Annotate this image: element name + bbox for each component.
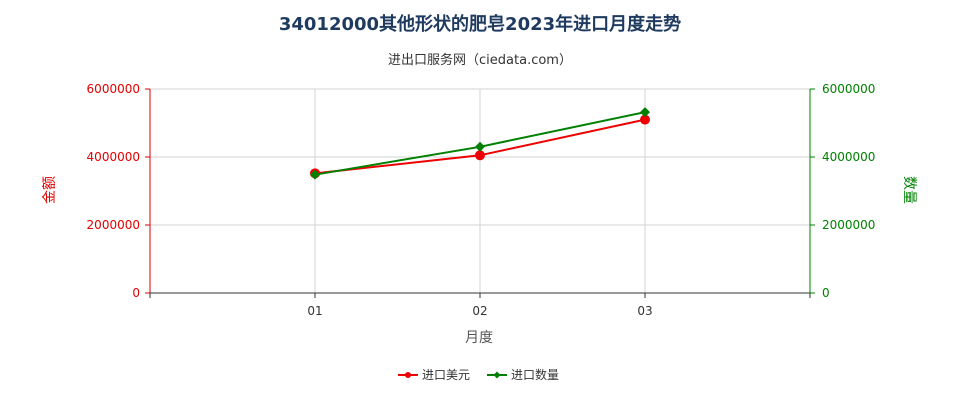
chart-title: 34012000其他形状的肥皂2023年进口月度走势 [278,14,682,35]
y-axis-right-title: 数量 [901,176,917,204]
legend-label-1: 进口美元 [422,368,470,382]
chart-subtitle: 进出口服务网（ciedata.com） [388,53,572,68]
legend-marker-2 [493,371,501,379]
data-point-series-2 [310,169,320,180]
y-right-tick-label: 0 [822,286,830,300]
legend: 进口美元 进口数量 [398,367,559,382]
x-tick-label: 02 [472,304,487,318]
y-left-tick-label: 2000000 [87,218,140,232]
series-layer [310,107,650,180]
x-tick-label: 01 [307,304,322,318]
y-left-tick-label: 4000000 [87,150,140,164]
data-point-series-2 [475,141,485,152]
x-tick-label: 03 [637,304,652,318]
y-axis-left-title: 金额 [42,176,58,204]
y-right-tick-label: 2000000 [822,218,875,232]
y-left-tick-label: 0 [132,286,140,300]
data-point-series-1 [475,150,485,161]
axes-layer: 0 2000000 4000000 6000000 0 2000000 4000000 600… [87,82,876,318]
y-left-tick-label: 6000000 [87,82,140,96]
grid-layer [150,88,810,294]
y-right-tick-label: 4000000 [822,150,875,164]
y-right-tick-label: 6000000 [822,82,875,96]
x-axis-title: 月度 [465,330,493,346]
legend-label-2: 进口数量 [511,367,559,382]
data-point-series-1 [640,114,650,125]
data-point-series-2 [640,107,650,118]
legend-marker-1 [405,372,411,378]
